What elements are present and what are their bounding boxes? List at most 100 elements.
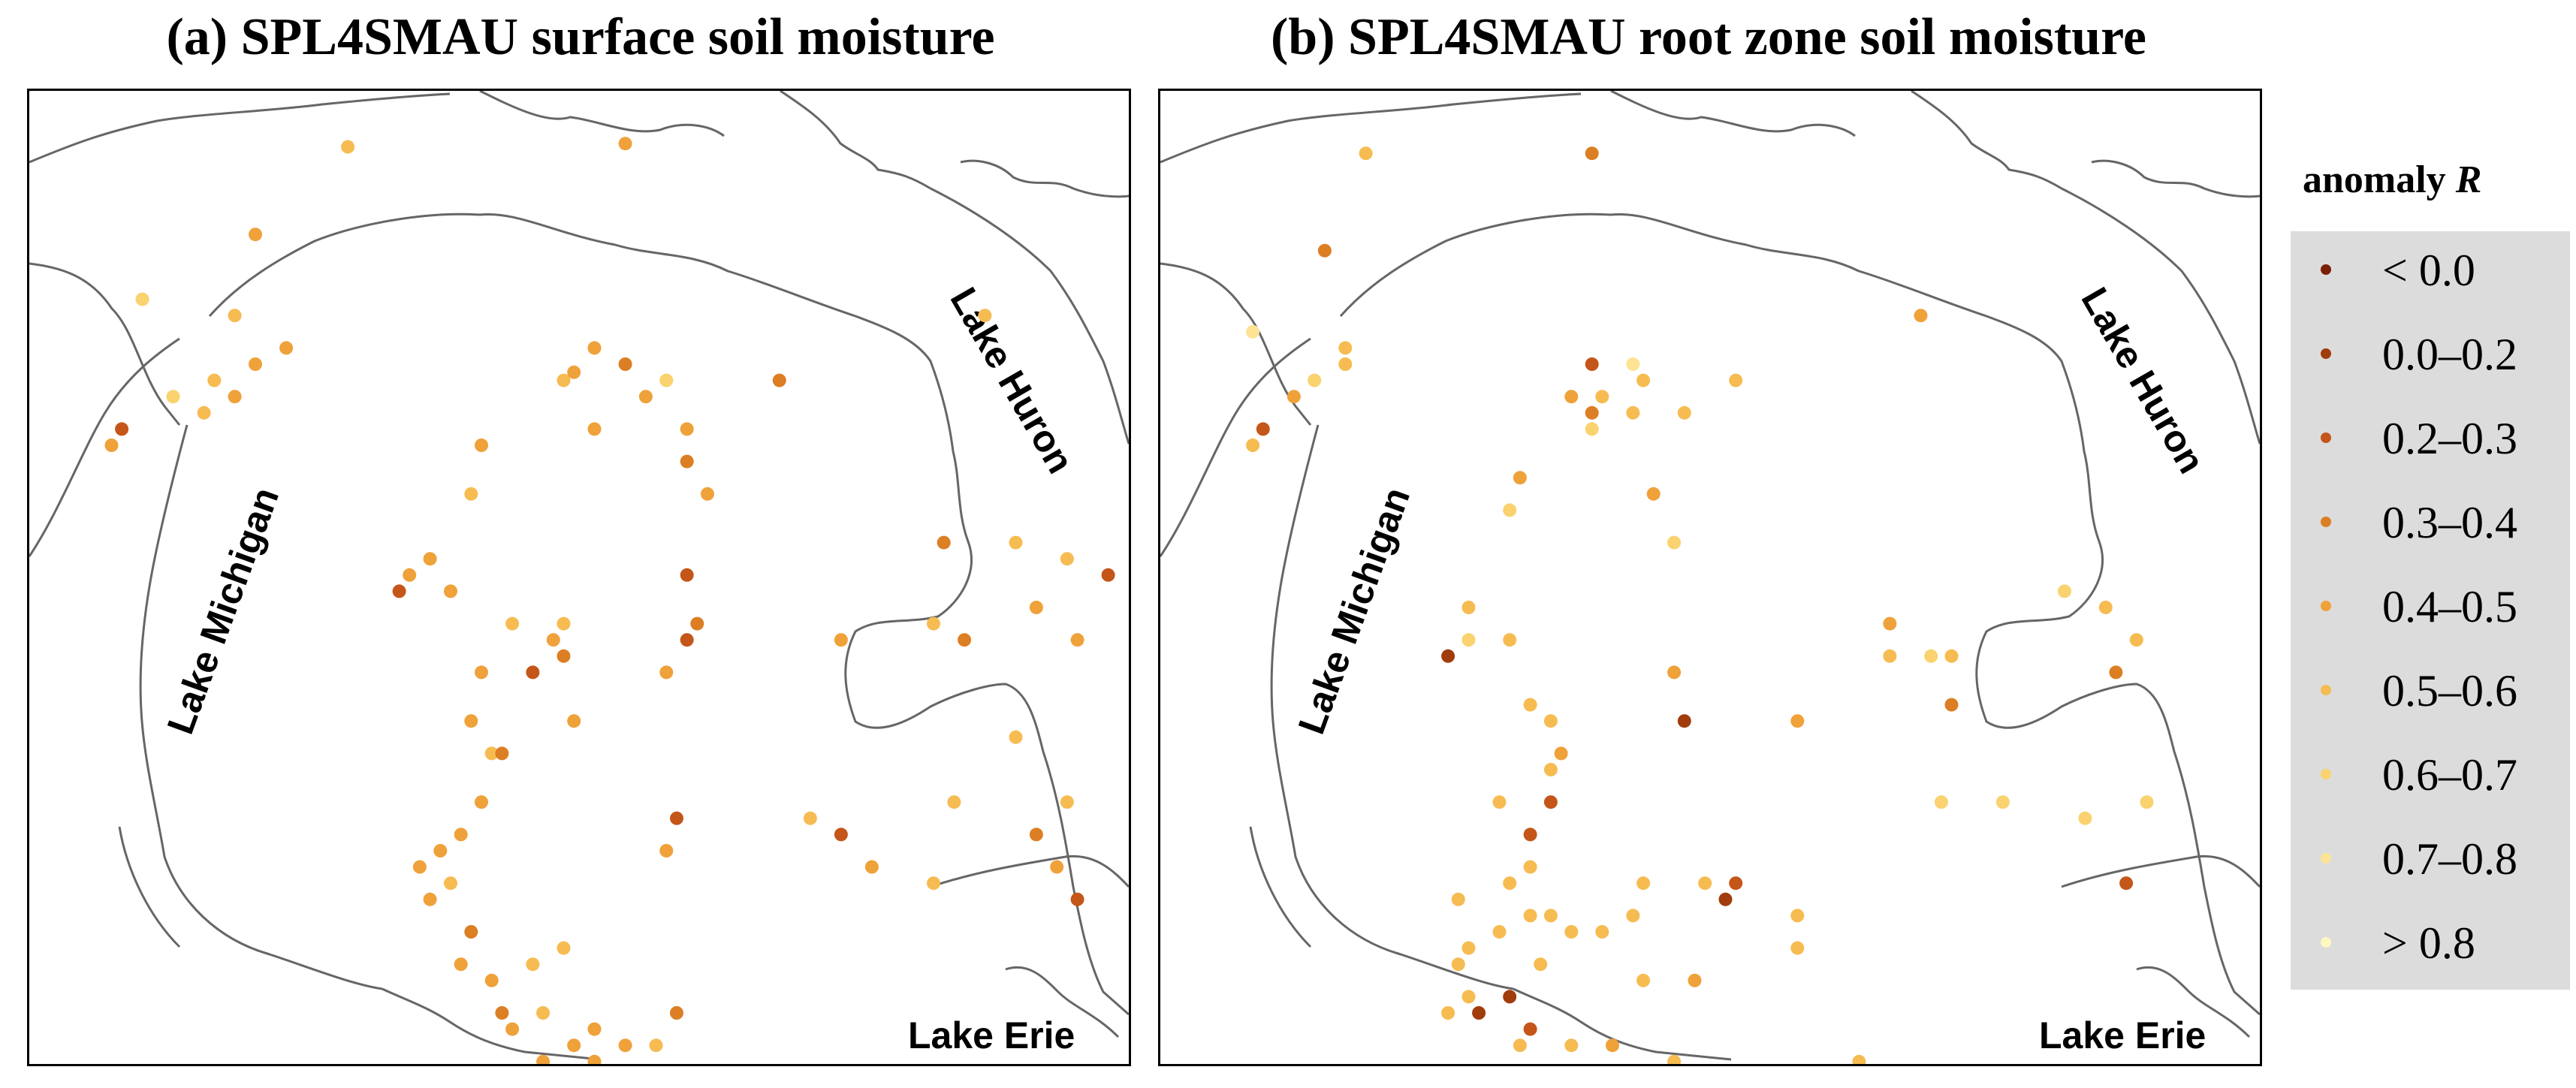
station-point xyxy=(1523,698,1537,712)
station-point xyxy=(475,665,488,680)
station-point xyxy=(1009,730,1023,744)
station-point xyxy=(1503,990,1517,1004)
station-point xyxy=(618,1038,632,1053)
station-point xyxy=(454,957,468,972)
panel-a-svg: Lake Michigan Lake Huron Lake Erie xyxy=(29,91,1129,1064)
station-point xyxy=(670,811,683,825)
station-point xyxy=(1492,925,1507,939)
panel-a-stations xyxy=(104,137,1115,1064)
station-point xyxy=(701,487,714,501)
station-point xyxy=(546,633,560,647)
station-point xyxy=(1441,1006,1455,1020)
station-point xyxy=(1585,357,1599,371)
station-point xyxy=(392,584,406,598)
station-point xyxy=(947,795,961,809)
legend-label: 0.5–0.6 xyxy=(2382,666,2517,716)
station-point xyxy=(937,535,951,550)
station-point xyxy=(1060,795,1074,809)
station-point xyxy=(2119,876,2134,891)
station-point xyxy=(2129,633,2143,647)
station-point xyxy=(1883,616,1897,631)
station-point xyxy=(1677,405,1691,420)
legend-label: < 0.0 xyxy=(2382,246,2475,295)
legend-item: < 0.0 xyxy=(2291,231,2570,315)
panel-b-coastline xyxy=(1160,91,2260,1061)
station-point xyxy=(249,228,262,242)
station-point xyxy=(927,616,940,631)
legend-swatch xyxy=(2321,264,2331,275)
station-point xyxy=(680,633,694,647)
legend-item: 0.6–0.7 xyxy=(2291,736,2570,820)
station-point xyxy=(1308,373,1322,387)
station-point xyxy=(166,390,180,404)
station-point xyxy=(864,860,879,874)
panel-a-coastline xyxy=(29,91,1129,1061)
station-point xyxy=(464,714,478,728)
legend-swatch xyxy=(2321,348,2331,359)
station-point xyxy=(249,357,262,371)
station-point xyxy=(1523,1022,1537,1036)
station-point xyxy=(1944,698,1959,712)
station-point xyxy=(1729,373,1743,387)
station-point xyxy=(1636,373,1651,387)
station-point xyxy=(1606,1038,1619,1053)
station-point xyxy=(557,616,571,631)
station-point xyxy=(587,1054,602,1064)
station-point xyxy=(557,649,571,663)
station-point xyxy=(772,373,786,387)
panel-b-map: Lake Michigan Lake Huron Lake Erie xyxy=(1158,89,2262,1066)
legend-label: 0.0–0.2 xyxy=(2382,330,2517,379)
station-point xyxy=(1883,649,1897,663)
station-point xyxy=(1060,552,1074,566)
station-point xyxy=(1534,957,1548,972)
station-point xyxy=(1503,633,1517,647)
station-point xyxy=(1667,535,1682,550)
station-point xyxy=(1461,990,1476,1004)
station-point xyxy=(1636,876,1651,891)
station-point xyxy=(1790,941,1805,955)
station-point xyxy=(1359,146,1373,161)
station-point xyxy=(1338,357,1353,371)
station-point xyxy=(1626,357,1640,371)
station-point xyxy=(1543,714,1558,728)
station-point xyxy=(1513,1038,1527,1053)
station-point xyxy=(464,487,478,501)
station-point xyxy=(1646,487,1661,501)
station-point xyxy=(1256,422,1270,436)
station-point xyxy=(207,373,222,387)
station-point xyxy=(1595,390,1609,404)
station-point xyxy=(1564,390,1579,404)
station-point xyxy=(567,714,581,728)
legend-label: 0.4–0.5 xyxy=(2382,582,2517,631)
station-point xyxy=(1070,633,1084,647)
station-point xyxy=(433,844,448,857)
station-point xyxy=(1564,925,1579,939)
station-point xyxy=(2109,665,2123,680)
panel-a-lake-michigan-label: Lake Michigan xyxy=(159,482,287,740)
legend-swatch xyxy=(2321,853,2331,863)
station-point xyxy=(618,357,632,371)
legend-item: 0.5–0.6 xyxy=(2291,652,2570,736)
station-point xyxy=(1461,941,1476,955)
station-point xyxy=(1503,503,1517,517)
station-point xyxy=(587,341,602,355)
station-point xyxy=(649,1038,663,1053)
station-point xyxy=(1585,405,1599,420)
station-point xyxy=(505,1022,520,1036)
panel-b-lake-erie-label: Lake Erie xyxy=(2039,1014,2206,1056)
station-point xyxy=(1451,892,1465,906)
station-point xyxy=(1626,909,1640,923)
station-point xyxy=(1543,763,1558,776)
station-point xyxy=(1924,649,1938,663)
station-point xyxy=(834,827,848,842)
panel-b-lake-huron-label: Lake Huron xyxy=(2073,281,2213,481)
legend-item: 0.3–0.4 xyxy=(2291,484,2570,568)
station-point xyxy=(1246,324,1260,339)
station-point xyxy=(341,140,355,154)
station-point xyxy=(403,568,417,582)
station-point xyxy=(1543,909,1558,923)
station-point xyxy=(1029,827,1043,842)
legend-title-prefix: anomaly xyxy=(2303,158,2456,201)
station-point xyxy=(475,795,488,809)
station-point xyxy=(1461,633,1476,647)
